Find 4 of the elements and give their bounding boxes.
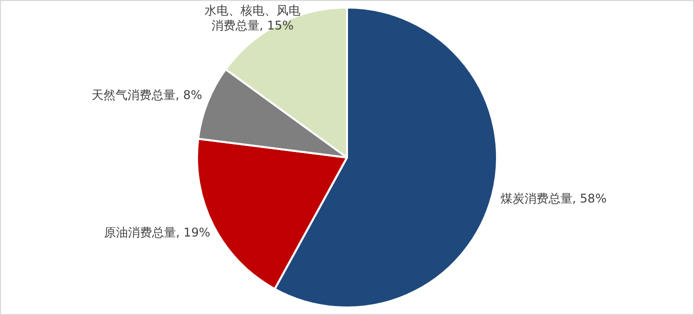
slice-label: 水电、核电、风电消费总量, 15%: [204, 4, 301, 33]
slice-label: 天然气消费总量, 8%: [91, 88, 202, 102]
slice-label: 煤炭消费总量, 58%: [500, 191, 607, 206]
slice-label: 原油消费总量, 19%: [104, 226, 210, 240]
